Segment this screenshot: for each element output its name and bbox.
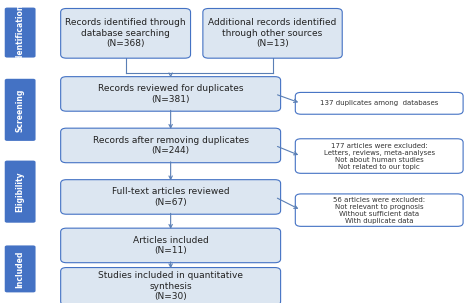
FancyBboxPatch shape — [61, 8, 191, 58]
Text: Articles included
(N=11): Articles included (N=11) — [133, 236, 209, 255]
Text: Identification: Identification — [16, 3, 25, 62]
Text: Records after removing duplicates
(N=244): Records after removing duplicates (N=244… — [92, 136, 249, 155]
Text: Full-text articles reviewed
(N=67): Full-text articles reviewed (N=67) — [112, 187, 229, 207]
FancyBboxPatch shape — [61, 180, 281, 214]
Text: Screening: Screening — [16, 88, 25, 132]
FancyBboxPatch shape — [5, 79, 36, 141]
FancyBboxPatch shape — [295, 194, 463, 226]
FancyBboxPatch shape — [61, 128, 281, 163]
Text: Additional records identified
through other sources
(N=13): Additional records identified through ot… — [209, 18, 337, 48]
FancyBboxPatch shape — [61, 77, 281, 111]
FancyBboxPatch shape — [203, 8, 342, 58]
FancyBboxPatch shape — [295, 139, 463, 173]
FancyBboxPatch shape — [61, 228, 281, 263]
Text: Eligibility: Eligibility — [16, 171, 25, 212]
Text: Records reviewed for duplicates
(N=381): Records reviewed for duplicates (N=381) — [98, 84, 243, 104]
FancyBboxPatch shape — [5, 161, 36, 223]
Text: 177 articles were excluded:
Letters, reviews, meta-analyses
Not about human stud: 177 articles were excluded: Letters, rev… — [324, 142, 435, 170]
Text: 56 articles were excluded:
Not relevant to prognosis
Without sufficient data
Wit: 56 articles were excluded: Not relevant … — [333, 197, 425, 224]
FancyBboxPatch shape — [61, 268, 281, 303]
Text: Records identified through
database searching
(N=368): Records identified through database sear… — [65, 18, 186, 48]
FancyBboxPatch shape — [295, 92, 463, 114]
Text: 137 duplicates among  databases: 137 duplicates among databases — [320, 100, 438, 106]
FancyBboxPatch shape — [5, 245, 36, 292]
Text: Included: Included — [16, 250, 25, 288]
FancyBboxPatch shape — [5, 8, 36, 58]
Text: Studies included in quantitative
synthesis
(N=30): Studies included in quantitative synthes… — [98, 271, 243, 301]
